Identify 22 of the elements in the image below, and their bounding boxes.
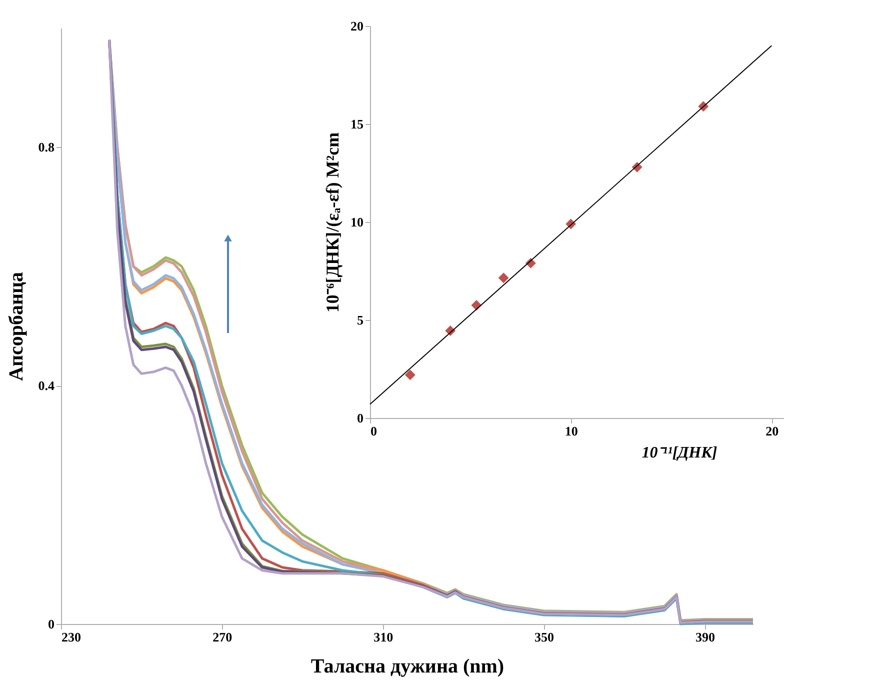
x-tick-label: 270	[212, 630, 232, 644]
x-tick-label: 350	[534, 630, 554, 644]
y-tick-label: 0	[357, 410, 364, 426]
y-tick-label: 0	[48, 616, 54, 632]
y-axis-title: 10⁻⁶[ДНК]/(εₐ-εf) M²cm	[322, 132, 342, 313]
x-tick-label: 20	[766, 424, 779, 438]
x-tick-label: 390	[695, 630, 715, 644]
x-axis-title: 10⁻¹¹[ДНК]	[642, 444, 718, 462]
y-tick-label: 0.4	[38, 378, 55, 394]
y-axis-title: Апсорбанца	[5, 272, 28, 382]
y-tick-label: 15	[350, 116, 364, 132]
y-tick-label: 5	[357, 312, 364, 328]
x-tick-label: 230	[62, 630, 81, 644]
y-tick-label: 0.8	[38, 140, 55, 155]
x-axis-title: Таласна дужина (nm)	[310, 656, 504, 678]
x-tick-label: 10	[564, 424, 578, 438]
x-tick-label: 0	[370, 424, 377, 438]
point	[404, 370, 416, 380]
y-tick-label: 10	[350, 214, 364, 230]
x-tick-label: 310	[374, 630, 394, 644]
y-tick-label: 20	[350, 18, 364, 34]
point	[498, 272, 509, 284]
